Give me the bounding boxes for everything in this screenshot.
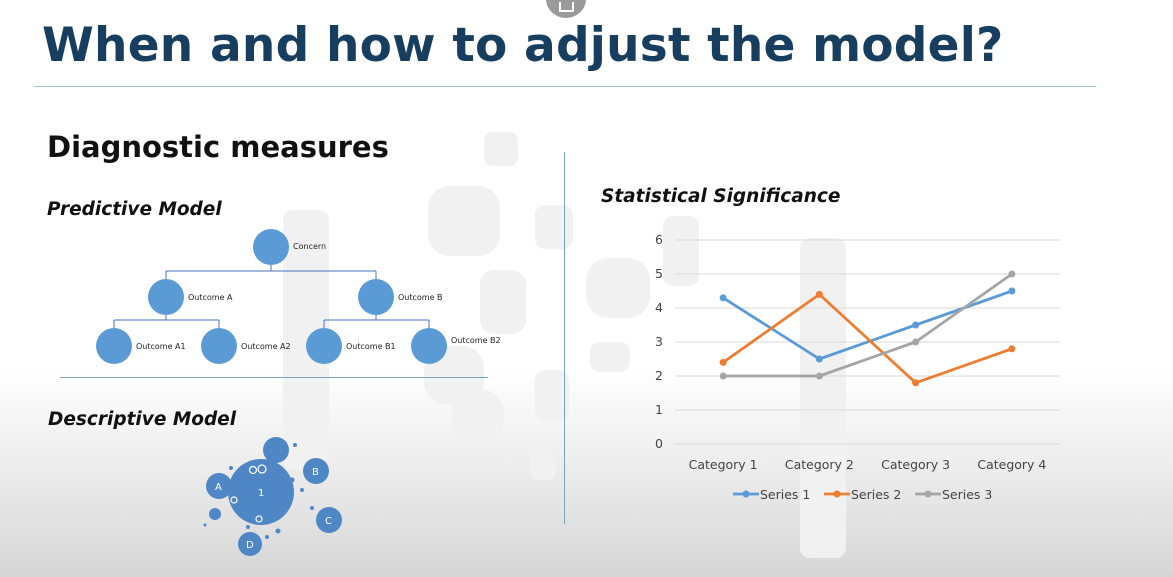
x-tick-label: Category 1 bbox=[689, 457, 758, 472]
bubble-small bbox=[209, 508, 221, 520]
bubble-label-c: C bbox=[325, 516, 332, 527]
node-label-concern: Concern bbox=[293, 242, 326, 251]
title-underline bbox=[34, 86, 1096, 87]
y-tick-label: 0 bbox=[655, 436, 663, 451]
legend-marker-1 bbox=[742, 490, 750, 498]
x-tick-label: Category 4 bbox=[977, 457, 1046, 472]
data-point bbox=[815, 290, 823, 298]
ring-marks bbox=[230, 464, 267, 523]
legend-marker-2 bbox=[833, 490, 841, 498]
data-point bbox=[719, 358, 727, 366]
y-tick-label: 4 bbox=[655, 300, 663, 315]
node-outcome-b1 bbox=[306, 328, 342, 364]
series-line-3 bbox=[723, 272, 1013, 378]
node-outcome-b2 bbox=[411, 328, 447, 364]
legend-label-1: Series 1 bbox=[760, 487, 810, 502]
horizontal-divider bbox=[60, 377, 488, 378]
section-heading: Diagnostic measures bbox=[47, 130, 389, 164]
x-tick-label: Category 2 bbox=[785, 457, 854, 472]
slide-title: When and how to adjust the model? bbox=[42, 18, 1004, 73]
bubble-dots bbox=[203, 443, 314, 539]
node-outcome-a2 bbox=[201, 328, 237, 364]
data-point bbox=[719, 372, 727, 380]
node-outcome-b bbox=[358, 279, 394, 315]
bubble-label-d: D bbox=[246, 540, 254, 551]
vertical-divider bbox=[564, 152, 565, 524]
node-outcome-a bbox=[148, 279, 184, 315]
node-label-outcome-a2: Outcome A2 bbox=[241, 342, 291, 351]
copy-icon[interactable] bbox=[546, 0, 586, 18]
descriptive-heading: Descriptive Model bbox=[48, 409, 237, 430]
legend-label-3: Series 3 bbox=[942, 487, 992, 502]
data-point bbox=[912, 321, 920, 329]
data-point bbox=[1008, 345, 1016, 353]
predictive-heading: Predictive Model bbox=[47, 199, 222, 220]
series-line-2 bbox=[722, 292, 1013, 385]
bubble-label-b: B bbox=[312, 467, 319, 478]
node-label-outcome-b2: Outcome B2 bbox=[451, 336, 501, 345]
x-tick-label: Category 3 bbox=[881, 457, 950, 472]
data-point bbox=[1008, 270, 1016, 278]
bubble-label-center: 1 bbox=[258, 488, 264, 499]
node-outcome-a1 bbox=[96, 328, 132, 364]
bubble-c bbox=[316, 507, 342, 533]
series-line-1 bbox=[722, 289, 1013, 361]
legend-marker-3 bbox=[924, 490, 932, 498]
data-point bbox=[815, 355, 823, 363]
node-label-outcome-b1: Outcome B1 bbox=[346, 342, 396, 351]
data-point bbox=[719, 294, 727, 302]
legend-label-2: Series 2 bbox=[851, 487, 901, 502]
data-point bbox=[912, 379, 920, 387]
bubble-a bbox=[206, 473, 232, 499]
bubble-b bbox=[303, 458, 329, 484]
bubble-d bbox=[238, 532, 262, 556]
node-label-outcome-a: Outcome A bbox=[188, 293, 233, 302]
y-tick-label: 5 bbox=[655, 266, 663, 281]
bubble-top bbox=[263, 437, 289, 463]
bubble-center bbox=[228, 459, 294, 525]
y-tick-label: 1 bbox=[655, 402, 663, 417]
y-tick-label: 3 bbox=[655, 334, 663, 349]
data-point bbox=[912, 338, 920, 346]
chart-title: Statistical Significance bbox=[601, 186, 841, 207]
y-tick-label: 6 bbox=[655, 232, 663, 247]
y-tick-label: 2 bbox=[655, 368, 663, 383]
bubble-label-a: A bbox=[215, 482, 222, 493]
node-label-outcome-a1: Outcome A1 bbox=[136, 342, 186, 351]
node-concern bbox=[253, 229, 289, 265]
data-point bbox=[815, 372, 823, 380]
node-label-outcome-b: Outcome B bbox=[398, 293, 443, 302]
data-point bbox=[1008, 287, 1016, 295]
